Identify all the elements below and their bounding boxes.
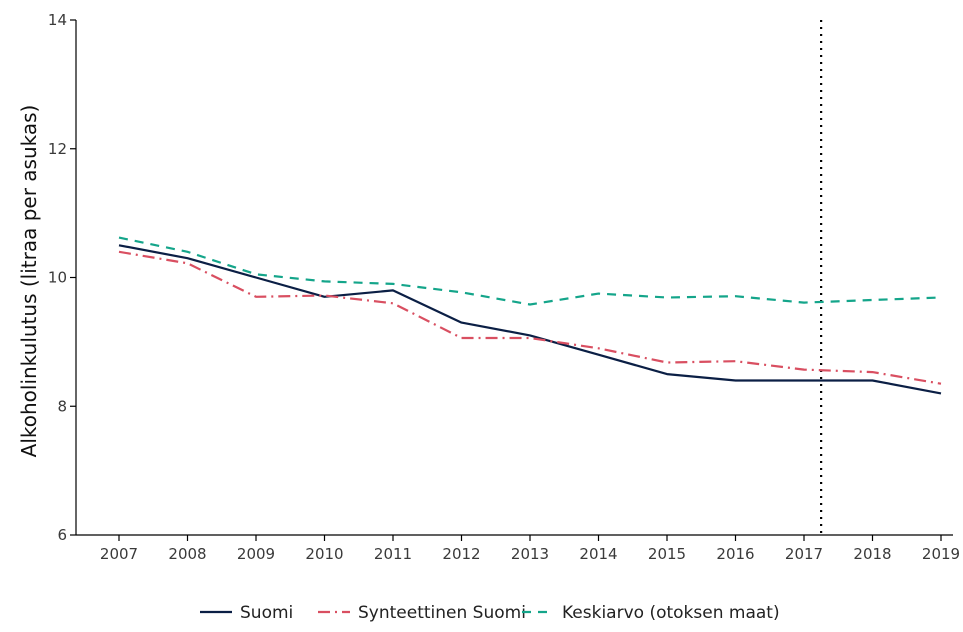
- y-tick-label: 6: [57, 526, 67, 544]
- y-axis-title: Alkoholinkulutus (litraa per asukas): [17, 105, 41, 458]
- plot-area: [118, 20, 942, 535]
- y-tick-label: 8: [57, 397, 67, 415]
- legend: Suomi Synteettinen Suomi Keskiarvo (otokse…: [200, 603, 780, 623]
- x-tick-label: 2011: [374, 545, 412, 563]
- x-tick-label: 2010: [305, 545, 343, 563]
- x-tick-label: 2019: [922, 545, 960, 563]
- x-tick-label: 2013: [511, 545, 549, 563]
- x-tick-label: 2016: [716, 545, 754, 563]
- series-line-2: [118, 250, 942, 385]
- series-line-3: [118, 236, 942, 306]
- legend-label-2: Synteettinen Suomi: [358, 603, 526, 623]
- y-tick-label: 12: [48, 140, 67, 158]
- x-tick-label: 2008: [168, 545, 206, 563]
- axes: 6 8 10 12 14 2007 2008 2009 2010 2011 2012 2013 2014…: [48, 11, 960, 563]
- series-line-1: [118, 244, 942, 395]
- legend-label-3: Keskiarvo (otoksen maat): [562, 603, 780, 623]
- y-tick-label: 14: [48, 11, 67, 29]
- x-tick-label: 2018: [853, 545, 891, 563]
- x-tick-label: 2007: [100, 545, 138, 563]
- x-tick-label: 2017: [785, 545, 823, 563]
- x-tick-label: 2014: [579, 545, 617, 563]
- x-tick-label: 2012: [442, 545, 480, 563]
- y-tick-label: 10: [48, 269, 67, 287]
- legend-label-1: Suomi: [240, 603, 293, 623]
- x-tick-label: 2015: [648, 545, 686, 563]
- x-tick-label: 2009: [237, 545, 275, 563]
